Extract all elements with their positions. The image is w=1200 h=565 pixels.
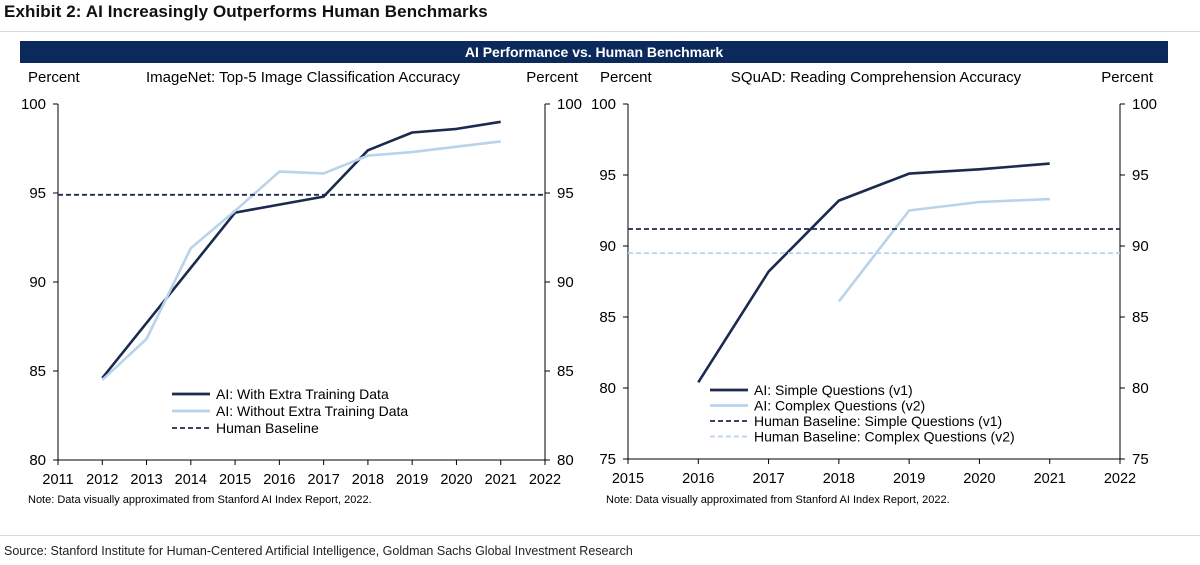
y-tick-label-left: 80: [29, 452, 46, 469]
legend-label-2: AI: Complex Questions (v2): [754, 398, 925, 414]
y-tick-label-right: 100: [1132, 96, 1157, 113]
x-tick-label: 2015: [219, 472, 251, 488]
x-tick-label: 2018: [352, 472, 384, 488]
y-tick-label-left: 95: [599, 167, 616, 184]
legend-label-3: Human Baseline: [216, 420, 319, 436]
x-tick-label: 2015: [612, 471, 644, 487]
y-tick-label-left: 75: [599, 451, 616, 468]
y-tick-label-left: 90: [599, 238, 616, 255]
y-tick-label-right: 90: [1132, 238, 1149, 255]
source-note: Source: Stanford Institute for Human-Cen…: [4, 544, 633, 558]
chart-panel-1: Percent Percent ImageNet: Top-5 Image Clas…: [21, 69, 582, 506]
legend-label-3: Human Baseline: Simple Questions (v1): [754, 413, 1002, 429]
y-tick-label-right: 85: [1132, 309, 1149, 326]
x-tick-label: 2014: [175, 472, 207, 488]
legend: AI: Simple Questions (v1)AI: Complex Que…: [710, 382, 1015, 445]
y-tick-label-right: 95: [557, 185, 574, 202]
y-tick-label-right: 80: [557, 452, 574, 469]
x-tick-label: 2020: [963, 471, 995, 487]
x-tick-label: 2021: [1034, 471, 1066, 487]
y-tick-label-left: 90: [29, 274, 46, 291]
x-tick-label: 2012: [86, 472, 118, 488]
y-tick-label-right: 75: [1132, 451, 1149, 468]
title-divider: [0, 31, 1200, 32]
exhibit-title: Exhibit 2: AI Increasingly Outperforms H…: [4, 2, 488, 21]
x-tick-label: 2019: [396, 472, 428, 488]
y-tick-label-right: 80: [1132, 380, 1149, 397]
series-line-2: [101, 140, 501, 381]
y-tick-label-left: 100: [591, 96, 616, 113]
series-line-2: [837, 197, 1050, 303]
y-tick-label-left: 80: [599, 380, 616, 397]
y-axis-label-right: Percent: [1101, 69, 1154, 86]
y-tick-label-right: 85: [557, 363, 574, 380]
chart-note: Note: Data visually approximated from St…: [28, 494, 372, 506]
y-tick-label-left: 85: [29, 363, 46, 380]
y-tick-label-left: 95: [29, 185, 46, 202]
y-tick-label-left: 100: [21, 96, 46, 113]
legend-label-1: AI: Simple Questions (v1): [754, 382, 913, 398]
legend-label-1: AI: With Extra Training Data: [216, 386, 389, 402]
legend-label-2: AI: Without Extra Training Data: [216, 403, 408, 419]
x-tick-label: 2017: [752, 471, 784, 487]
x-tick-label: 2016: [263, 472, 295, 488]
legend-label-4: Human Baseline: Complex Questions (v2): [754, 429, 1015, 445]
x-tick-label: 2022: [529, 472, 561, 488]
x-tick-label: 2017: [308, 472, 340, 488]
y-tick-label-right: 90: [557, 274, 574, 291]
y-tick-label-right: 95: [1132, 167, 1149, 184]
chart-panel-2: Percent Percent SQuAD: Reading Comprehensi…: [591, 69, 1157, 506]
y-axis-label-left: Percent: [600, 69, 653, 86]
source-divider: [0, 535, 1200, 536]
y-tick-label-left: 85: [599, 309, 616, 326]
series-line-1: [101, 120, 501, 379]
chart-title: ImageNet: Top-5 Image Classification Acc…: [146, 69, 461, 86]
x-tick-label: 2022: [1104, 471, 1136, 487]
x-tick-label: 2016: [682, 471, 714, 487]
x-tick-label: 2011: [42, 472, 73, 488]
chart-note: Note: Data visually approximated from St…: [606, 494, 950, 506]
chart-title: SQuAD: Reading Comprehension Accuracy: [731, 69, 1022, 86]
banner-title: AI Performance vs. Human Benchmark: [20, 41, 1168, 63]
y-axis-label-right: Percent: [526, 69, 579, 86]
y-axis-label-left: Percent: [28, 69, 81, 86]
x-tick-label: 2019: [893, 471, 925, 487]
x-tick-label: 2018: [823, 471, 855, 487]
x-tick-label: 2013: [130, 472, 162, 488]
y-tick-label-right: 100: [557, 96, 582, 113]
series-line-1: [697, 162, 1050, 383]
x-tick-label: 2021: [485, 472, 517, 488]
x-tick-label: 2020: [440, 472, 472, 488]
